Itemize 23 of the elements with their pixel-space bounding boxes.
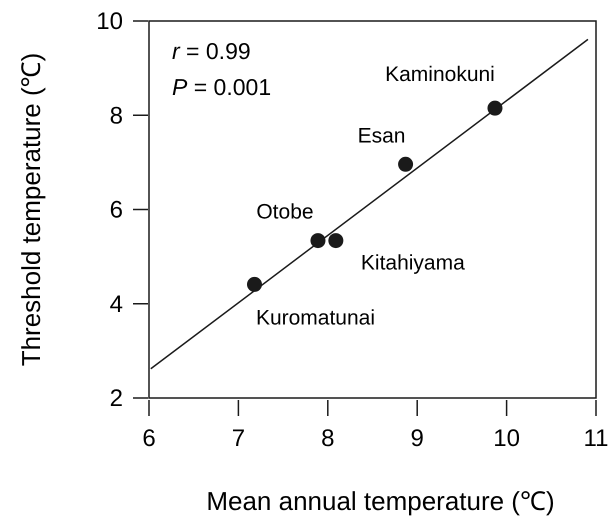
annotation: P = 0.001 — [172, 74, 272, 100]
y-tick-label: 6 — [110, 196, 123, 224]
x-tick-label: 7 — [232, 425, 246, 452]
y-tick-label: 8 — [110, 102, 123, 130]
annotation: Kaminokuni — [385, 63, 495, 86]
x-tick-label: 6 — [142, 425, 156, 452]
x-tick-label: 11 — [584, 425, 608, 452]
point — [246, 276, 262, 292]
point — [328, 233, 344, 248]
y-axis-title: Threshold temperature (℃) — [16, 52, 46, 366]
annotation: Kuromatunai — [256, 306, 376, 330]
x-axis-title: Mean annual temperature (℃) — [206, 486, 555, 516]
y-tick-label: 2 — [110, 385, 123, 412]
annotation: r = 0.99 — [172, 38, 251, 64]
y-tick-label: 10 — [96, 8, 123, 35]
x-tick-label: 8 — [321, 425, 334, 452]
x-tick-label: 9 — [410, 425, 424, 452]
x-tick-label: 10 — [493, 425, 520, 452]
point — [398, 156, 414, 172]
annotation: Otobe — [256, 200, 314, 224]
annotation: Kitahiyama — [360, 252, 466, 275]
y-tick-label: 4 — [110, 290, 123, 318]
annotation: Esan — [358, 124, 406, 148]
